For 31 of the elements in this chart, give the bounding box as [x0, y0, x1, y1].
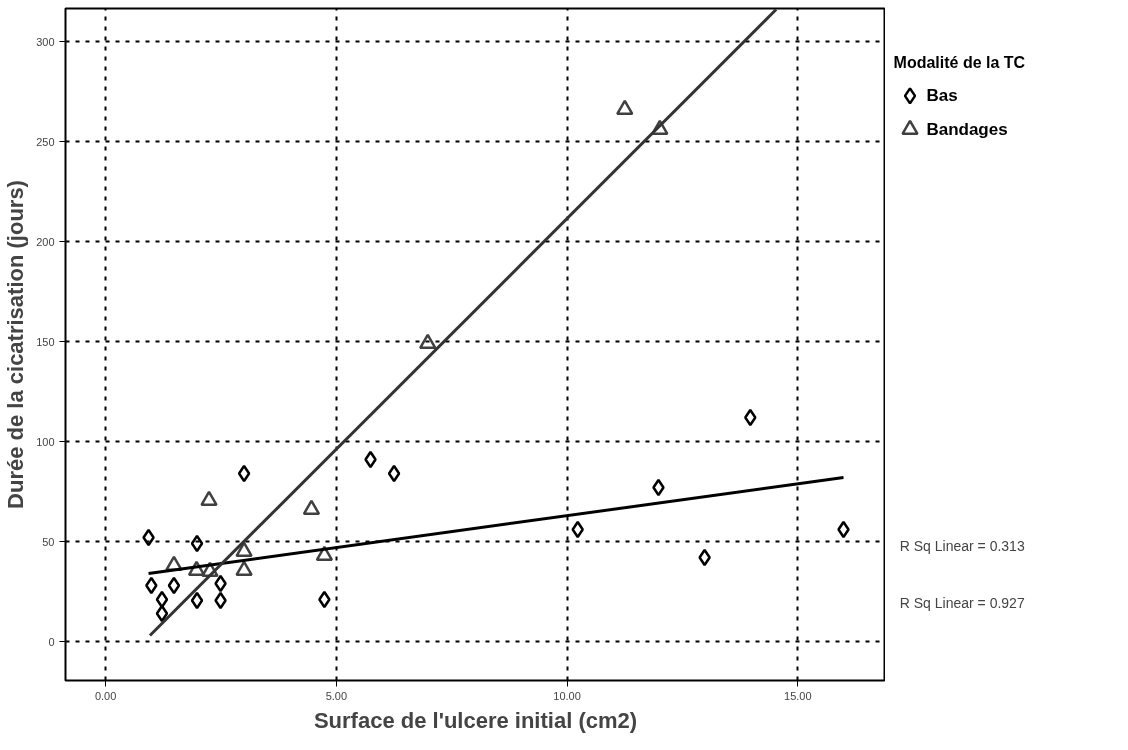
y-tick-label: 0 [48, 635, 55, 648]
x-tick-label: 0.00 [94, 689, 117, 702]
point [167, 576, 181, 595]
text: R Sq Linear = 0.313 [899, 538, 1025, 555]
point [616, 99, 634, 116]
point [418, 333, 437, 350]
point [387, 464, 401, 483]
text: R Sq Linear = 0.927 [899, 595, 1025, 612]
x-tick-label: 15.00 [784, 689, 812, 702]
x-tick-label: 5.00 [325, 689, 348, 702]
point [190, 591, 204, 610]
x-axis-title: Surface de l'ulcere initial (cm2) [313, 707, 638, 733]
point [200, 490, 218, 507]
point [155, 590, 169, 609]
x-tick-label: 10.00 [553, 689, 581, 702]
legend-label: Bandages [926, 119, 1008, 139]
y-tick-label: 100 [36, 435, 55, 448]
y-tick-label: 200 [36, 235, 55, 248]
y-tick-label: 250 [36, 135, 55, 148]
y-tick-label: 300 [36, 35, 55, 48]
point [302, 499, 321, 516]
y-axis-title: Durée de la cicatrisation (jours) [3, 180, 29, 509]
legend-title: Modalité de la TC [893, 53, 1026, 71]
legend-label: Bas [926, 86, 958, 106]
point [155, 604, 169, 623]
y-tick-label: 50 [42, 535, 55, 548]
point [190, 534, 204, 553]
point [237, 464, 251, 483]
point [235, 541, 253, 558]
point [235, 560, 253, 577]
y-tick-label: 150 [36, 335, 55, 348]
